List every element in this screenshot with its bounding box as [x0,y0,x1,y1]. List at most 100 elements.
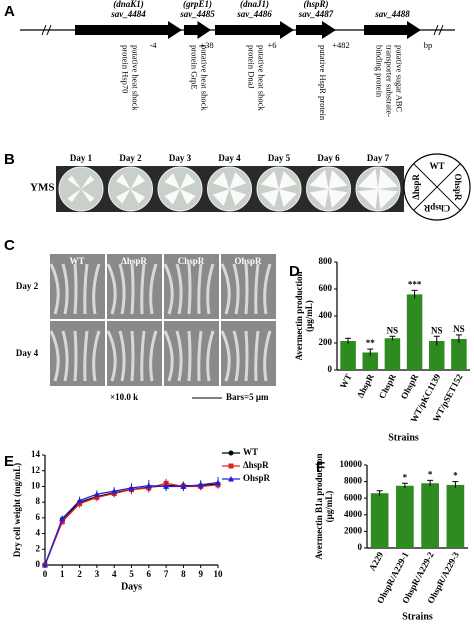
hypha [263,263,272,315]
y-axis-title: Dry cell weight (mg/mL) [12,463,22,557]
y-tick-label: 600 [319,283,333,293]
y-axis-title: Avermectin production [294,272,304,361]
colony [212,172,230,189]
hypha [140,330,146,382]
column-label: WT [69,256,84,266]
key-divider [413,163,461,211]
gene-description: binding protein [375,45,385,98]
significance-label: * [453,471,458,481]
significance-label: ** [366,338,376,348]
hypha [220,263,231,315]
hypha [197,330,203,382]
y-tick-label: 0 [328,364,333,374]
key-label: WT [429,161,444,171]
colony [130,189,146,204]
bar [384,338,401,370]
marker [228,476,234,482]
significance-label: NS [431,325,443,335]
day-label: Day 7 [367,153,390,163]
colony [115,189,131,204]
x-tick-label: 7 [164,569,169,579]
x-tick-label: 4 [112,569,117,579]
y-tick-label: 6000 [344,492,363,502]
x-axis-title: Days [121,581,142,592]
day-label: Day 1 [70,153,93,163]
hypha [149,330,158,382]
y-tick-label: 6 [36,512,41,522]
colony [180,189,196,205]
x-tick-label: 1 [60,569,65,579]
significance-label: * [428,469,433,479]
y-tick-label: 10 [31,480,41,490]
marker [59,515,66,522]
colony [357,168,378,189]
row-label: Day 2 [16,281,39,291]
y-tick-label: 2 [36,543,41,553]
marker [111,488,118,494]
hypha [130,263,135,315]
break-mark [438,24,444,36]
panel-letter: D [289,263,300,280]
colony [328,169,348,189]
y-tick-label: 0 [358,542,363,552]
x-tick-label: 8 [181,569,186,579]
marker [76,497,83,504]
marker [228,450,234,456]
x-tick-label: 0 [43,569,48,579]
day-label: Day 4 [218,153,241,163]
gene-description: protein GrpE [190,45,200,90]
x-tick-label: 3 [95,569,100,579]
bar [340,340,356,370]
gene-description: putative heat shock [257,45,267,111]
gene-name: sav_4485 [179,9,215,19]
hypha [83,330,89,382]
colony [180,173,196,189]
colony [164,173,180,189]
x-axis-title: Strains [388,432,419,443]
y-tick-label: 8 [36,496,41,506]
colony [357,188,378,210]
y-tick-label: 10000 [340,459,363,469]
y-axis-title: (μg/mL) [324,491,334,523]
gene-description: putative sugar ABC [395,45,405,112]
gene-name: sav_4487 [298,9,334,19]
hypha [118,263,126,315]
x-tick-label: OhspR [399,372,421,401]
bar [396,485,414,548]
colony [378,168,399,189]
colony [67,175,81,189]
significance-label: NS [387,325,399,335]
intergenic-distance: bp [424,40,433,50]
significance-label: * [403,472,408,482]
colony [279,171,297,189]
gene-description: putative HspR protein [318,45,328,121]
y-tick-label: 12 [31,465,41,475]
hypha [92,263,101,315]
x-tick-label: ΔhspR [355,372,376,400]
x-tick-label: 6 [147,569,152,579]
x-axis-title: Strains [402,611,433,622]
colony [164,189,180,205]
marker [163,483,170,489]
hypha [49,263,60,315]
colony [229,189,247,206]
marker [228,463,234,469]
hypha [163,263,174,315]
gene-arrow [75,21,182,39]
gene-arrow [296,21,336,39]
key-circle [403,153,471,221]
scale-bar-label: Bars=5 μm [226,392,269,402]
hypha [92,330,101,382]
hypha [206,263,215,315]
colony [212,189,230,206]
gene-description: protein Hsp70 [121,45,131,93]
gene-alias: (hspR) [303,0,328,9]
y-tick-label: 800 [319,256,333,266]
hypha [244,330,249,382]
x-tick-label: 2 [77,569,82,579]
significance-label: *** [408,279,422,289]
hypha [175,330,183,382]
gene-alias: (grpE1) [183,0,212,9]
hypha [175,263,183,315]
